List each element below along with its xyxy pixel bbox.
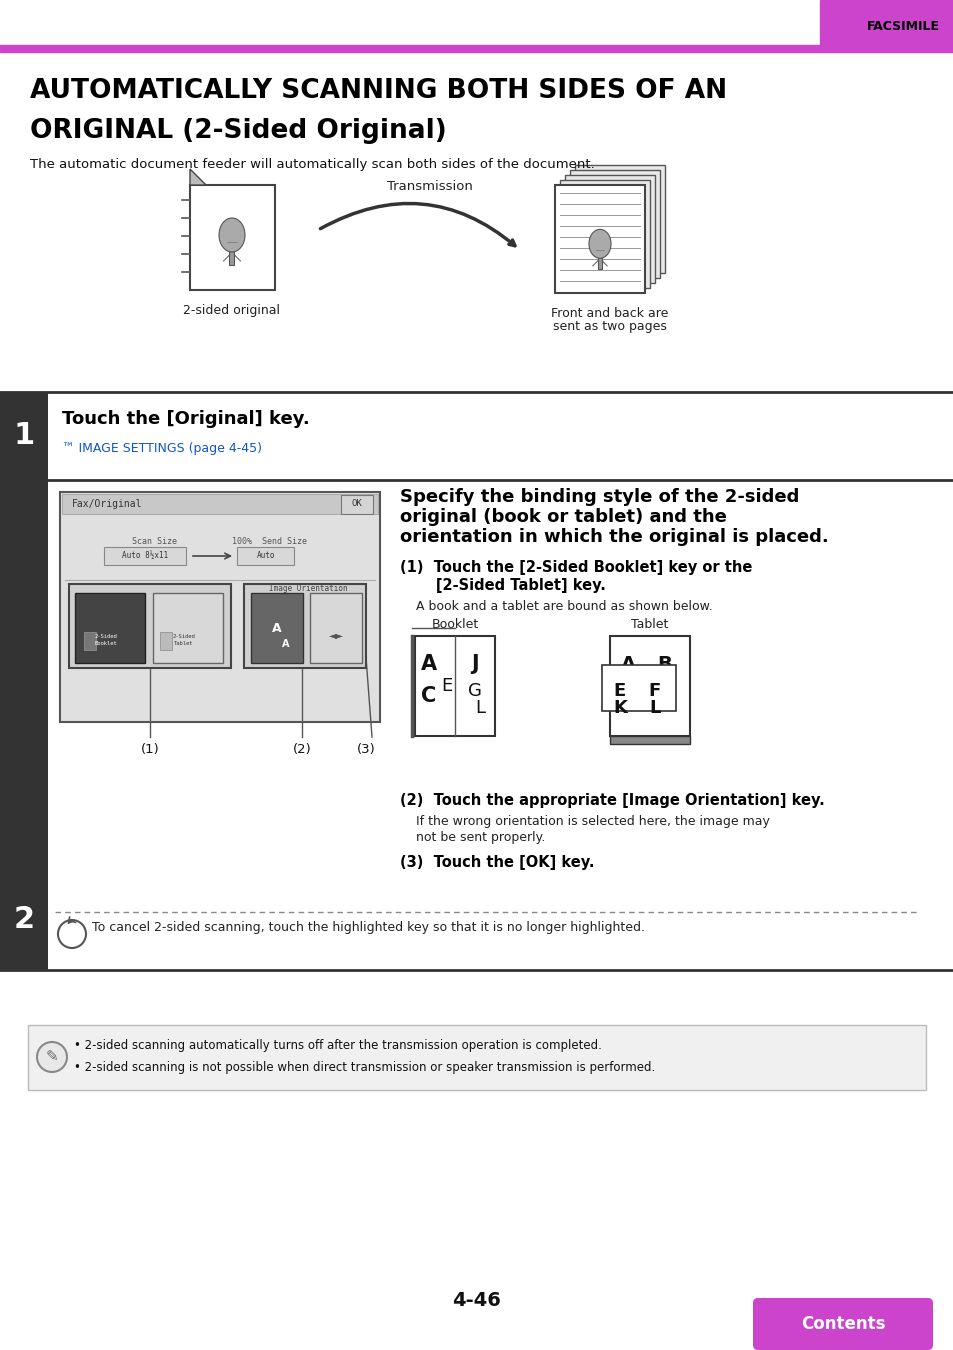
Text: (3)  Touch the [OK] key.: (3) Touch the [OK] key. [399, 855, 594, 869]
Bar [28, 1025, 925, 1089]
Text: A: A [420, 653, 436, 674]
Text: Auto 8½x11: Auto 8½x11 [122, 552, 168, 560]
Text: (2)  Touch the appropriate [Image Orientation] key.: (2) Touch the appropriate [Image Orienta… [399, 792, 824, 809]
Text: Front and back are: Front and back are [551, 306, 668, 320]
Text: Transmission: Transmission [387, 180, 473, 193]
Text: (1): (1) [140, 743, 159, 756]
Text: orientation in which the original is placed.: orientation in which the original is pla… [399, 528, 828, 545]
Bar [84, 632, 96, 649]
Text: F: F [648, 682, 660, 701]
Text: E: E [613, 682, 625, 701]
Bar [0, 392, 48, 481]
Text: ✎: ✎ [46, 1049, 58, 1065]
Bar [598, 254, 601, 269]
Text: (2): (2) [293, 743, 311, 756]
Text: not be sent properly.: not be sent properly. [416, 832, 545, 844]
Bar [820, 45, 953, 53]
Text: ◄►: ◄► [328, 630, 343, 640]
Text: 2-Sided
Booklet: 2-Sided Booklet [94, 634, 117, 645]
FancyBboxPatch shape [310, 593, 361, 663]
Bar [609, 736, 689, 744]
Bar [62, 494, 377, 514]
Bar [564, 176, 655, 284]
FancyBboxPatch shape [69, 585, 231, 668]
Bar [601, 666, 676, 711]
Text: sent as two pages: sent as two pages [553, 320, 666, 333]
Text: original (book or tablet) and the: original (book or tablet) and the [399, 508, 726, 526]
Bar [230, 247, 234, 265]
Text: Booklet: Booklet [431, 618, 478, 630]
Text: Touch the [Original] key.: Touch the [Original] key. [62, 410, 310, 428]
Text: C: C [421, 686, 436, 706]
Text: 4-46: 4-46 [452, 1291, 501, 1310]
Text: • 2-sided scanning is not possible when direct transmission or speaker transmiss: • 2-sided scanning is not possible when … [74, 1061, 655, 1075]
FancyBboxPatch shape [236, 547, 294, 566]
Text: Tablet: Tablet [631, 618, 668, 630]
Text: Contents: Contents [800, 1315, 884, 1332]
Text: E: E [441, 676, 452, 695]
Text: Scan Size: Scan Size [132, 537, 177, 545]
Text: To cancel 2-sided scanning, touch the highlighted key so that it is no longer hi: To cancel 2-sided scanning, touch the hi… [91, 922, 644, 934]
Bar [559, 180, 649, 288]
Bar [569, 170, 659, 278]
Bar [0, 45, 820, 53]
Text: (1)  Touch the [2-Sided Booklet] key or the: (1) Touch the [2-Sided Booklet] key or t… [399, 560, 752, 575]
Text: Image Orientation: Image Orientation [269, 585, 347, 593]
Text: OK: OK [352, 500, 362, 509]
FancyBboxPatch shape [104, 547, 186, 566]
FancyBboxPatch shape [752, 1297, 932, 1350]
Text: 2-Sided
Tablet: 2-Sided Tablet [172, 634, 195, 645]
Text: ORIGINAL (2-Sided Original): ORIGINAL (2-Sided Original) [30, 117, 446, 144]
Circle shape [58, 919, 86, 948]
Text: Fax/Original: Fax/Original [71, 500, 142, 509]
FancyBboxPatch shape [340, 495, 373, 514]
FancyBboxPatch shape [152, 593, 223, 663]
Text: G: G [468, 682, 481, 701]
Text: • 2-sided scanning automatically turns off after the transmission operation is c: • 2-sided scanning automatically turns o… [74, 1040, 601, 1052]
Text: Specify the binding style of the 2-sided: Specify the binding style of the 2-sided [399, 487, 799, 506]
Text: 2: 2 [13, 906, 34, 934]
Text: AUTOMATICALLY SCANNING BOTH SIDES OF AN: AUTOMATICALLY SCANNING BOTH SIDES OF AN [30, 78, 726, 104]
Text: 2-sided original: 2-sided original [183, 304, 280, 317]
Text: A: A [282, 639, 290, 649]
Text: 1: 1 [13, 421, 34, 451]
Bar [160, 632, 172, 649]
Text: 100%  Send Size: 100% Send Size [233, 537, 307, 545]
FancyBboxPatch shape [244, 585, 366, 668]
Text: ™ IMAGE SETTINGS (page 4-45): ™ IMAGE SETTINGS (page 4-45) [62, 441, 262, 455]
Bar [609, 636, 689, 736]
Text: K: K [613, 699, 626, 717]
Bar [0, 481, 48, 971]
Text: (3): (3) [356, 743, 375, 756]
Polygon shape [190, 169, 206, 185]
Bar [60, 491, 379, 722]
Text: L: L [649, 699, 660, 717]
Text: A: A [272, 621, 281, 634]
FancyBboxPatch shape [251, 593, 303, 663]
Ellipse shape [588, 230, 611, 258]
Text: L: L [475, 699, 484, 717]
Circle shape [37, 1042, 67, 1072]
Text: A: A [619, 655, 635, 674]
Ellipse shape [219, 217, 245, 252]
Text: B: B [657, 655, 672, 674]
Text: If the wrong orientation is selected here, the image may: If the wrong orientation is selected her… [416, 815, 769, 828]
Bar [190, 185, 274, 290]
Bar [820, 0, 953, 49]
Bar [555, 185, 644, 293]
Text: J: J [471, 653, 478, 674]
FancyBboxPatch shape [75, 593, 145, 663]
Bar [575, 165, 664, 273]
Text: Auto: Auto [256, 552, 275, 560]
Bar [415, 636, 495, 736]
Text: FACSIMILE: FACSIMILE [866, 19, 939, 32]
Text: The automatic document feeder will automatically scan both sides of the document: The automatic document feeder will autom… [30, 158, 594, 171]
Text: A book and a tablet are bound as shown below.: A book and a tablet are bound as shown b… [416, 599, 712, 613]
Text: [2-Sided Tablet] key.: [2-Sided Tablet] key. [399, 578, 605, 593]
